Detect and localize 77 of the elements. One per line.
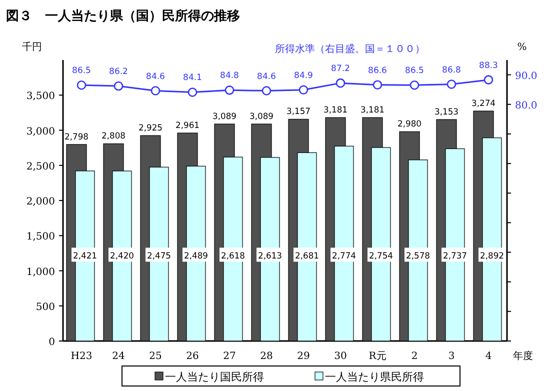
data-label: 86.5: [405, 66, 424, 76]
x-tick-label: 2: [411, 351, 418, 362]
data-label: 2,420: [110, 252, 134, 262]
point: [114, 81, 124, 91]
text: 所得水準（右目盛。国＝１００）: [275, 43, 425, 55]
y-tick-label: 1,000: [26, 266, 55, 278]
data-label: 2,925: [138, 124, 163, 134]
data-label: 2,613: [258, 252, 282, 262]
x-tick-label: R元: [368, 351, 386, 362]
y-tick-label: 1,500: [26, 232, 55, 243]
data-label: 84.6: [257, 72, 276, 82]
data-label: 3,181: [324, 106, 348, 116]
data-label: 3,157: [286, 107, 311, 118]
data-label: 88.3: [479, 60, 498, 71]
y-tick-label: 2,500: [26, 161, 55, 172]
x-tick-label: 29: [297, 351, 310, 362]
y-tick-label: 0: [48, 337, 55, 348]
y-tick-label: 2,000: [26, 196, 55, 208]
x-tick-label: 24: [112, 351, 125, 362]
x-axis-title: 年度: [513, 350, 533, 362]
point: [150, 86, 160, 96]
data-label: 2,808: [102, 132, 126, 142]
x-tick-label: 25: [149, 351, 162, 362]
data-label: 2,475: [147, 252, 172, 262]
data-label: 3,274: [472, 99, 496, 109]
data-label: 84.6: [146, 72, 165, 82]
point: [484, 75, 494, 84]
data-label: 2,798: [64, 132, 89, 142]
point: [224, 86, 234, 95]
y-tick-label: 3,500: [26, 91, 55, 102]
data-label: 84.9: [294, 70, 313, 81]
data-label: 84.1: [183, 73, 202, 84]
y-axis-title: 千円: [22, 41, 42, 53]
x-tick-label: 28: [260, 351, 273, 362]
legend-label: 一人当たり県民所得: [325, 370, 424, 384]
x-tick-label: H23: [70, 351, 92, 362]
data-label: 87.2: [331, 64, 350, 74]
y2-tick-label: 80.0: [515, 100, 538, 112]
data-label: 2,961: [176, 120, 200, 131]
data-label: 84.8: [220, 71, 239, 82]
data-label: 2,578: [406, 252, 430, 262]
data-label: 2,489: [184, 252, 208, 262]
data-label: 2,980: [398, 120, 422, 130]
point: [76, 80, 86, 90]
x-tick-label: 26: [186, 351, 199, 362]
data-label: 2,754: [369, 252, 394, 262]
data-label: 2,421: [73, 252, 98, 262]
data-label: 2,892: [480, 252, 504, 262]
point: [372, 80, 382, 90]
x-tick-label: 30: [334, 351, 347, 362]
data-label: 2,618: [221, 252, 246, 262]
x-tick-label: 3: [448, 351, 455, 362]
data-label: 2,681: [295, 252, 320, 262]
chart-title: 図３ 一人当たり県（国）民所得の推移: [6, 8, 240, 24]
data-label: 3,153: [434, 108, 459, 118]
legend-label: 一人当たり国民所得: [165, 370, 264, 384]
data-label: 3,089: [212, 112, 237, 122]
y2-tick-label: 90.0: [515, 70, 538, 82]
point: [410, 80, 420, 90]
x-tick-label: 4: [485, 351, 492, 362]
data-label: 86.8: [442, 65, 461, 76]
data-label: 86.6: [368, 66, 387, 76]
point: [336, 78, 346, 88]
data-label: 86.5: [72, 66, 91, 76]
point: [298, 85, 308, 95]
y2-axis-title: %: [517, 42, 527, 53]
point: [262, 86, 272, 96]
x-tick-label: 27: [223, 351, 236, 362]
y-tick-label: 3,000: [26, 126, 55, 138]
data-label: 2,737: [443, 252, 468, 262]
point: [188, 88, 198, 97]
data-label: 2,774: [332, 252, 356, 262]
data-label: 86.2: [109, 67, 128, 78]
point: [446, 80, 456, 89]
data-label: 3,181: [360, 106, 385, 116]
y-tick-label: 500: [36, 302, 55, 313]
data-label: 3,089: [250, 112, 274, 122]
